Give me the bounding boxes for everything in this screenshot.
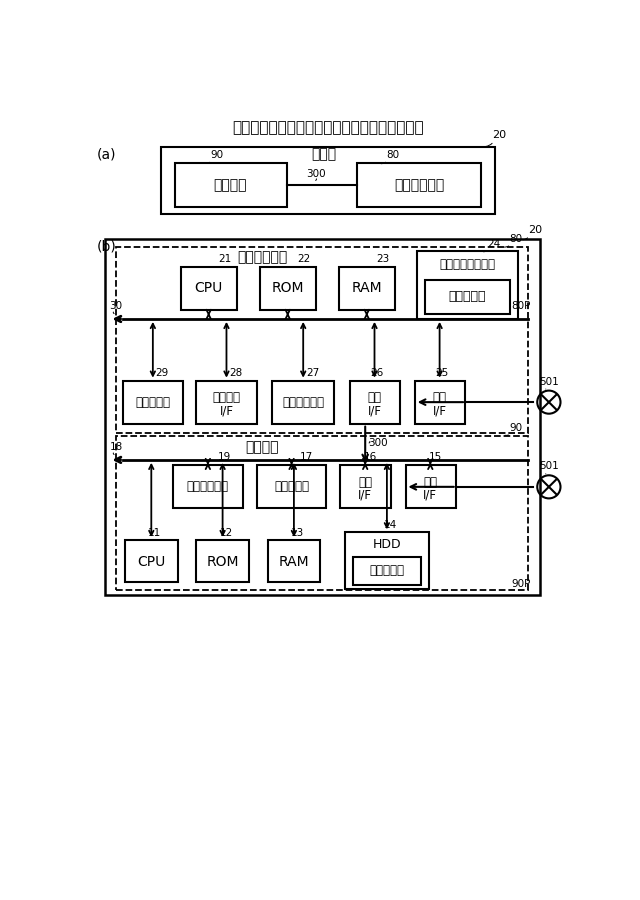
Bar bbox=[196, 540, 249, 582]
Text: 16: 16 bbox=[364, 452, 377, 463]
Bar bbox=[175, 164, 287, 207]
Text: 27: 27 bbox=[307, 368, 319, 378]
Text: 18: 18 bbox=[109, 442, 123, 452]
Text: 15: 15 bbox=[429, 452, 442, 463]
Text: 20: 20 bbox=[492, 130, 506, 140]
Bar bbox=[161, 147, 495, 214]
Text: I/F: I/F bbox=[367, 404, 381, 417]
Text: 501: 501 bbox=[539, 462, 559, 472]
Text: 11: 11 bbox=[147, 527, 161, 537]
Text: 外部接続: 外部接続 bbox=[212, 391, 241, 404]
Text: 12: 12 bbox=[220, 527, 233, 537]
Text: エンジン部: エンジン部 bbox=[274, 481, 309, 493]
Text: 501: 501 bbox=[539, 377, 559, 387]
Text: HDD: HDD bbox=[372, 538, 401, 551]
Text: 90: 90 bbox=[509, 423, 522, 433]
Text: 複合機: 複合機 bbox=[312, 148, 337, 161]
Bar bbox=[425, 280, 510, 313]
Text: 通信: 通信 bbox=[433, 391, 447, 404]
Text: 80P: 80P bbox=[511, 302, 531, 311]
Bar bbox=[116, 247, 528, 433]
Text: 25: 25 bbox=[435, 368, 448, 378]
Text: 29: 29 bbox=[155, 368, 168, 378]
Text: 19: 19 bbox=[218, 452, 231, 463]
Text: 80: 80 bbox=[509, 233, 522, 244]
Text: 情報処理端末: 情報処理端末 bbox=[394, 178, 445, 192]
Bar bbox=[125, 540, 178, 582]
Text: 接続: 接続 bbox=[367, 391, 381, 404]
Text: I/F: I/F bbox=[358, 489, 372, 502]
Text: 80: 80 bbox=[386, 149, 399, 159]
Bar bbox=[123, 381, 183, 424]
Text: リーダライタ: リーダライタ bbox=[187, 481, 229, 493]
Text: 本体装置: 本体装置 bbox=[214, 178, 247, 192]
Bar bbox=[353, 557, 421, 585]
Text: 本体装置: 本体装置 bbox=[245, 440, 279, 454]
Text: RAM: RAM bbox=[351, 281, 382, 295]
Text: 28: 28 bbox=[229, 368, 242, 378]
Bar bbox=[268, 540, 320, 582]
Bar bbox=[116, 436, 528, 590]
Bar bbox=[358, 164, 481, 207]
Text: ROM: ROM bbox=[206, 554, 239, 569]
Bar bbox=[196, 381, 257, 424]
Bar bbox=[340, 465, 391, 508]
Text: 300: 300 bbox=[368, 438, 388, 448]
Bar bbox=[173, 465, 243, 508]
Text: 24: 24 bbox=[488, 238, 501, 249]
Text: ROM: ROM bbox=[271, 281, 304, 295]
Bar bbox=[105, 238, 540, 595]
Text: 30: 30 bbox=[109, 302, 123, 311]
Bar bbox=[406, 465, 456, 508]
Text: (a): (a) bbox=[97, 148, 116, 161]
Text: プログラム: プログラム bbox=[369, 564, 404, 577]
Text: 23: 23 bbox=[376, 255, 389, 265]
Text: プログラム: プログラム bbox=[449, 290, 486, 303]
Text: フラッシュメモリ: フラッシュメモリ bbox=[440, 257, 495, 271]
Bar bbox=[260, 266, 316, 310]
Text: 17: 17 bbox=[300, 452, 314, 463]
Text: 接続: 接続 bbox=[358, 476, 372, 489]
Bar bbox=[345, 532, 429, 590]
Bar bbox=[417, 251, 518, 319]
Text: 90P: 90P bbox=[511, 580, 531, 590]
Text: 20: 20 bbox=[528, 225, 542, 235]
Text: 通信: 通信 bbox=[423, 476, 437, 489]
Text: I/F: I/F bbox=[220, 404, 234, 417]
Bar bbox=[349, 381, 400, 424]
Bar bbox=[339, 266, 395, 310]
Text: 26: 26 bbox=[370, 368, 383, 378]
Text: 複合機のハードウェア構成を説明する図の一例: 複合機のハードウェア構成を説明する図の一例 bbox=[232, 120, 424, 135]
Text: I/F: I/F bbox=[423, 489, 437, 502]
Bar bbox=[415, 381, 465, 424]
Text: 13: 13 bbox=[291, 527, 304, 537]
Text: ディスプレイ: ディスプレイ bbox=[282, 396, 324, 409]
Text: (b): (b) bbox=[97, 239, 116, 254]
Text: ホームキー: ホームキー bbox=[135, 396, 170, 409]
Text: CPU: CPU bbox=[195, 281, 223, 295]
Text: 300: 300 bbox=[307, 169, 326, 179]
Text: RAM: RAM bbox=[278, 554, 309, 569]
Bar bbox=[180, 266, 237, 310]
Bar bbox=[257, 465, 326, 508]
Bar bbox=[272, 381, 334, 424]
Text: 90: 90 bbox=[210, 149, 223, 159]
Text: 14: 14 bbox=[384, 520, 397, 530]
Text: CPU: CPU bbox=[137, 554, 165, 569]
Text: 22: 22 bbox=[297, 255, 310, 265]
Text: I/F: I/F bbox=[433, 404, 447, 417]
Text: 21: 21 bbox=[218, 255, 231, 265]
Text: 情報処理端末: 情報処理端末 bbox=[237, 250, 287, 265]
